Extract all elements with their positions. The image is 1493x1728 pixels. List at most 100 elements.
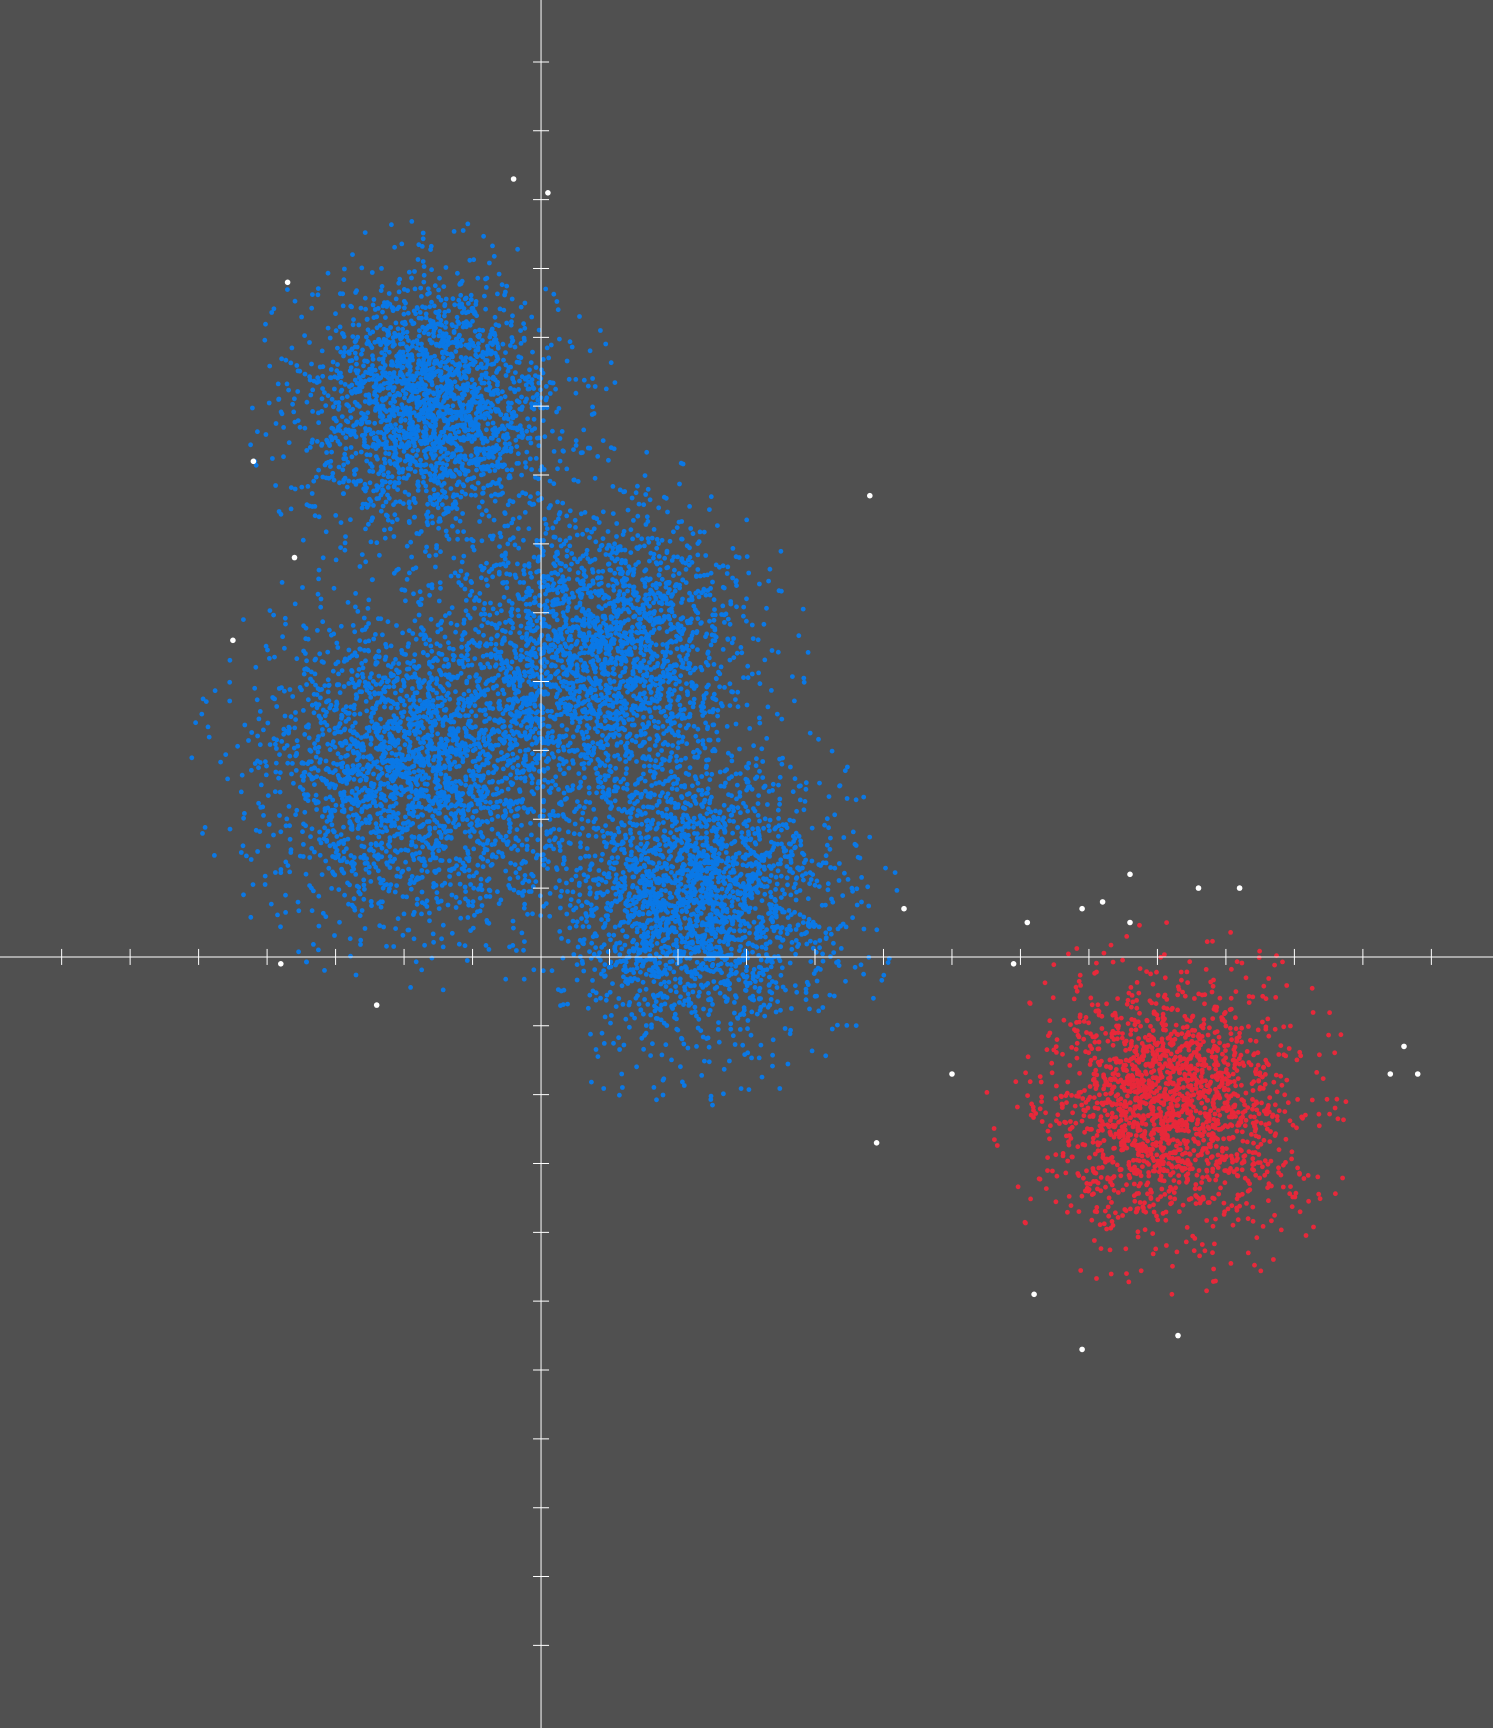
data-point-cluster-1	[418, 457, 423, 463]
data-point-cluster-1	[452, 441, 458, 447]
data-point-cluster-1	[319, 443, 324, 448]
data-point-cluster-2	[499, 750, 504, 755]
data-point-cluster-2	[333, 802, 339, 808]
data-point-cluster-1	[343, 446, 349, 451]
data-point-cluster-1	[396, 304, 402, 310]
data-point-cluster-1	[474, 366, 480, 371]
data-point-cluster-2	[302, 769, 308, 775]
data-point-cluster-2	[529, 832, 534, 838]
data-point-cluster-1	[431, 333, 437, 339]
data-point-cluster-1	[451, 409, 457, 415]
data-point-cluster-1	[409, 554, 414, 560]
data-point-cluster-1	[503, 362, 509, 368]
data-point-cluster-1	[443, 528, 449, 534]
data-point-cluster-1	[460, 228, 466, 233]
data-point-cluster-1	[388, 400, 393, 406]
data-point-cluster-1	[493, 409, 499, 414]
data-point-cluster-2	[400, 932, 406, 938]
data-point-cluster-1	[269, 310, 275, 315]
data-point-cluster-1	[342, 540, 348, 546]
data-point-cluster-2	[399, 835, 404, 841]
data-point-cluster-2	[466, 802, 472, 808]
data-point-cluster-1	[495, 345, 501, 351]
data-point-cluster-1	[397, 276, 403, 282]
data-point-cluster-1	[383, 445, 389, 450]
data-point-cluster-1	[335, 438, 341, 444]
data-point-cluster-1	[353, 450, 359, 456]
data-point-cluster-2	[330, 797, 336, 803]
data-point-cluster-1	[333, 311, 338, 317]
data-point-cluster-1	[302, 425, 308, 431]
data-point-cluster-1	[487, 384, 493, 390]
data-point-cluster-1	[391, 397, 396, 402]
data-point-cluster-2	[387, 865, 393, 870]
data-point-cluster-1	[488, 401, 494, 406]
data-point-cluster-2	[420, 725, 426, 731]
data-point-cluster-2	[396, 661, 402, 666]
data-point-cluster-2	[427, 825, 432, 830]
data-point-cluster-1	[273, 483, 278, 488]
data-point-cluster-1	[483, 306, 488, 312]
data-point-cluster-1	[606, 457, 611, 463]
data-point-cluster-1	[437, 275, 442, 281]
data-point-cluster-1	[378, 508, 384, 514]
data-point-cluster-1	[476, 334, 482, 340]
data-point-cluster-1	[339, 414, 345, 419]
data-point-cluster-1	[486, 375, 491, 381]
data-point-cluster-2	[205, 724, 211, 730]
data-point-cluster-2	[355, 609, 361, 614]
data-point-cluster-2	[432, 797, 437, 803]
data-point-cluster-1	[484, 427, 489, 433]
data-point-cluster-1	[491, 339, 497, 345]
data-point-cluster-1	[519, 394, 524, 400]
data-point-cluster-2	[353, 872, 359, 877]
data-point-cluster-1	[514, 398, 520, 404]
data-point-cluster-1	[386, 414, 392, 420]
data-point-cluster-1	[390, 362, 396, 368]
data-point-cluster-1	[515, 451, 521, 457]
data-point-cluster-2	[301, 761, 306, 766]
data-point-cluster-1	[494, 443, 499, 448]
data-point-cluster-1	[464, 320, 470, 326]
data-point-cluster-1	[434, 342, 439, 348]
data-point-cluster-1	[475, 414, 481, 420]
data-point-cluster-1	[300, 537, 306, 543]
data-point-cluster-2	[262, 882, 268, 887]
data-point-cluster-2	[354, 796, 360, 802]
data-point-cluster-2	[480, 819, 485, 824]
data-point-cluster-2	[407, 721, 413, 726]
data-point-cluster-1	[518, 341, 524, 346]
data-point-cluster-2	[257, 709, 263, 714]
data-point-cluster-1	[316, 420, 321, 426]
data-point-cluster-1	[456, 371, 461, 377]
data-point-cluster-2	[581, 766, 587, 771]
data-point-cluster-1	[442, 309, 448, 315]
data-point-cluster-1	[389, 222, 394, 228]
data-point-cluster-1	[472, 328, 478, 334]
data-point-cluster-1	[347, 384, 352, 389]
data-point-cluster-2	[212, 853, 217, 858]
data-point-cluster-2	[470, 814, 476, 820]
data-point-cluster-2	[303, 871, 309, 877]
data-point-cluster-2	[353, 591, 358, 596]
data-point-cluster-1	[398, 355, 404, 361]
data-point-cluster-1	[425, 501, 430, 507]
data-point-cluster-2	[255, 733, 260, 739]
data-point-cluster-1	[498, 412, 504, 418]
data-point-cluster-2	[424, 788, 429, 793]
data-point-cluster-1	[500, 449, 506, 455]
data-point-cluster-2	[293, 717, 298, 722]
data-point-cluster-2	[304, 959, 309, 965]
data-point-cluster-2	[540, 784, 546, 789]
data-point-cluster-1	[341, 477, 347, 483]
data-point-cluster-2	[443, 613, 448, 619]
data-point-cluster-2	[326, 727, 332, 733]
data-point-cluster-2	[456, 705, 461, 711]
data-point-cluster-2	[457, 857, 462, 862]
data-point-cluster-1	[344, 394, 350, 399]
data-point-cluster-2	[485, 805, 491, 811]
data-point-cluster-2	[366, 597, 372, 603]
data-point-cluster-1	[392, 393, 397, 399]
data-point-cluster-2	[345, 600, 351, 605]
data-point-cluster-1	[432, 360, 438, 366]
